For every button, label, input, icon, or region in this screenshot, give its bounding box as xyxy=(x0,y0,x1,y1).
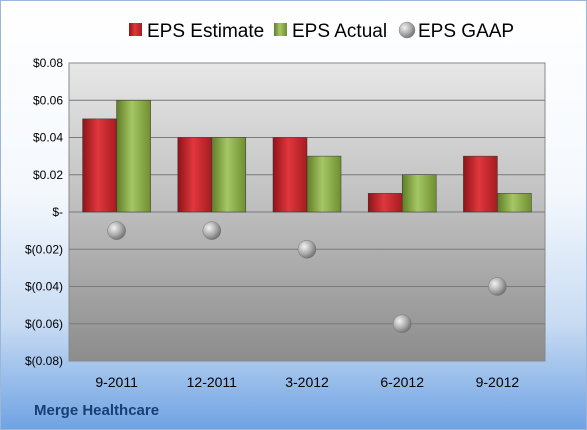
eps-gaap-marker xyxy=(107,221,126,240)
y-tick-label: $- xyxy=(52,205,63,219)
y-tick-label: $(0.02) xyxy=(25,242,63,256)
x-category-label: 9-2012 xyxy=(476,374,520,390)
x-category-label: 6-2012 xyxy=(380,374,424,390)
eps-gaap-marker xyxy=(297,240,317,259)
y-tick-label: $0.04 xyxy=(33,131,63,145)
eps-estimate-bar xyxy=(82,118,117,213)
eps-actual-legend-swatch xyxy=(274,23,287,36)
eps-gaap-marker xyxy=(488,277,507,296)
y-tick-label: $0.06 xyxy=(33,93,63,107)
eps-estimate-bar xyxy=(177,137,213,213)
bars xyxy=(82,100,532,213)
eps-gaap-marker xyxy=(392,314,412,333)
eps-estimate-legend-swatch xyxy=(129,23,142,36)
eps-estimate-bar xyxy=(463,155,498,213)
eps-actual-bar xyxy=(401,174,437,213)
eps-estimate-bar xyxy=(367,193,403,213)
y-tick-label: $0.02 xyxy=(33,168,63,182)
company-name: Merge Healthcare xyxy=(34,402,160,419)
y-tick-label: $(0.06) xyxy=(25,317,63,331)
eps-actual-bar xyxy=(306,155,342,213)
x-category-label: 12-2011 xyxy=(187,374,238,390)
x-category-label: 3-2012 xyxy=(285,374,329,390)
y-tick-label: $(0.04) xyxy=(25,280,63,294)
y-tick-label: $(0.08) xyxy=(25,354,63,368)
eps-estimate-bar xyxy=(272,137,308,213)
eps-estimate-legend-label: EPS Estimate xyxy=(147,21,264,42)
y-tick-label: $0.08 xyxy=(33,56,63,70)
eps-actual-bar xyxy=(497,193,532,213)
eps-actual-legend-label: EPS Actual xyxy=(292,21,387,42)
eps-gaap-legend-label: EPS GAAP xyxy=(418,21,514,42)
y-axis-ticks: $0.08 $0.06 $0.04 $0.02 $- $(0.02) $(0.04) $(0.… xyxy=(25,56,63,368)
gaap-markers xyxy=(107,221,507,333)
eps-actual-bar xyxy=(116,100,151,213)
legend: EPS Estimate EPS Actual EPS GAAP xyxy=(129,21,514,42)
x-category-label: 9-2011 xyxy=(95,374,138,390)
eps-actual-bar xyxy=(211,137,247,213)
x-axis-labels: 9-2011 12-2011 3-2012 6-2012 9-2012 xyxy=(95,374,519,390)
eps-gaap-legend-swatch xyxy=(398,21,416,39)
eps-gaap-marker xyxy=(202,221,222,240)
